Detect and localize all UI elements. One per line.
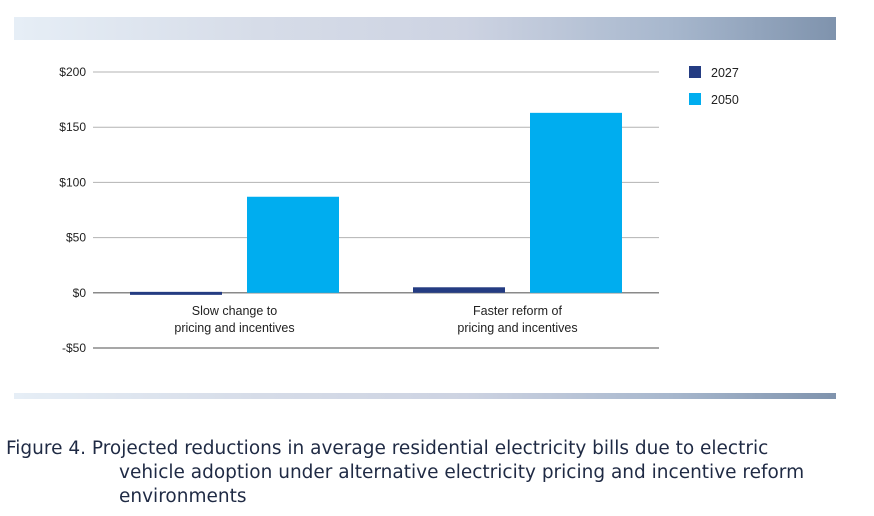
y-tick-label: $100 xyxy=(59,175,86,189)
legend-label-2050: 2050 xyxy=(711,93,739,107)
caption-line-2: vehicle adoption under alternative elect… xyxy=(119,462,805,507)
bar-2027-1 xyxy=(413,287,505,293)
y-tick-label: $50 xyxy=(66,231,86,245)
x-category-label: Slow change to xyxy=(192,304,278,318)
x-category-label: pricing and incentives xyxy=(457,321,577,335)
bar-chart: $200 $150 $100 $50 $0 -$50 Slow change to prici… xyxy=(59,65,739,355)
legend-swatch-2027 xyxy=(689,66,701,78)
y-tick-label: $150 xyxy=(59,120,86,134)
top-decorative-band xyxy=(14,17,836,40)
bottom-decorative-band xyxy=(14,393,836,399)
bar-2050-0 xyxy=(247,196,339,293)
caption-line-1: Figure 4. Projected reductions in averag… xyxy=(6,438,769,459)
x-category-label: pricing and incentives xyxy=(174,321,294,335)
figure-caption: Figure 4. Projected reductions in averag… xyxy=(6,437,868,509)
bar-2027-0 xyxy=(130,291,222,295)
y-tick-label: $0 xyxy=(73,286,87,300)
y-tick-label: -$50 xyxy=(62,341,86,355)
legend-label-2027: 2027 xyxy=(711,66,739,80)
legend-swatch-2050 xyxy=(689,93,701,105)
x-category-label: Faster reform of xyxy=(473,304,562,318)
bar-2050-1 xyxy=(530,112,622,293)
y-tick-label: $200 xyxy=(59,65,86,79)
